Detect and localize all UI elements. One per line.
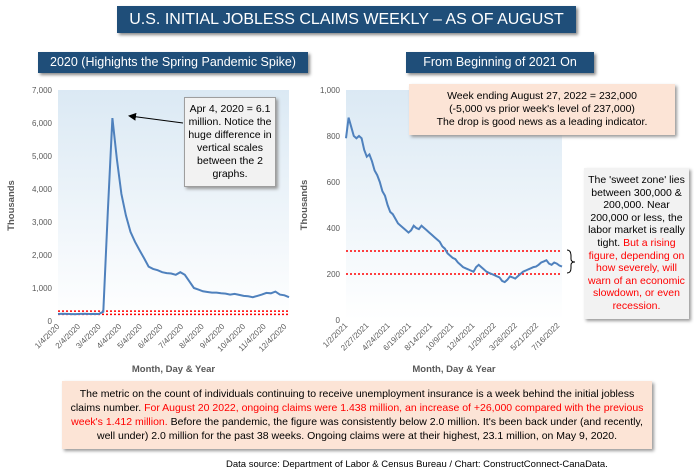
left-chart-y-tick-label: 4,000 [32, 185, 53, 194]
left-chart-claims-series-line [57, 117, 290, 316]
latest-week-annotation: Week ending August 27, 2022 = 232,000 (-… [409, 84, 675, 135]
right-chart-y-tick-label: 1,000 [320, 86, 341, 95]
latest-week-line-3: The drop is good news as a leading indic… [436, 116, 648, 128]
sweet-zone-brace [566, 249, 576, 274]
right-chart-y-tick-label: 600 [327, 178, 341, 187]
right-chart-y-tick-label: 0 [336, 316, 341, 325]
left-chart-y-tick-label: 0 [48, 317, 53, 326]
right-chart-y-tick-label: 400 [327, 224, 341, 233]
left-chart-y-tick-label: 2,000 [32, 251, 53, 260]
sweet-zone-text: The 'sweet zone' lies between 300,000 & … [588, 174, 685, 249]
left-chart-y-tick-label: 3,000 [32, 218, 53, 227]
latest-week-line-1: Week ending August 27, 2022 = 232,000 [447, 90, 637, 102]
sweet-zone-annotation: The 'sweet zone' lies between 300,000 & … [584, 168, 689, 319]
left-chart-y-tick-label: 7,000 [32, 86, 53, 95]
left-chart-x-axis-title: Month, Day & Year [132, 364, 216, 375]
annotation-arrow [128, 112, 184, 124]
latest-week-line-2: (-5,000 vs prior week's level of 237,000… [449, 103, 635, 115]
data-source-credit: Data source: Department of Labor & Censu… [226, 459, 608, 470]
right-chart-y-tick-label: 200 [327, 270, 341, 279]
right-chart-y-tick-label: 800 [327, 132, 341, 141]
main-title-banner: U.S. INITIAL JOBLESS CLAIMS WEEKLY – AS … [117, 6, 576, 55]
right-chart-x-axis-title: Month, Day & Year [412, 364, 496, 375]
right-chart-heading: From Beginning of 2021 On [406, 52, 594, 73]
continuing-claims-note: The metric on the count of individuals c… [62, 381, 652, 449]
left-chart-y-tick-label: 1,000 [32, 284, 53, 293]
left-chart-y-tick-label: 6,000 [32, 119, 53, 128]
left-chart-heading: 2020 (Highights the Spring Pandemic Spik… [38, 52, 308, 73]
right-chart-y-axis-title: Thousands [299, 180, 310, 231]
left-chart-y-tick-label: 5,000 [32, 152, 53, 161]
continuing-claims-intro: The metric on the count of individuals c… [70, 388, 635, 414]
continuing-claims-context: Before the pandemic, the figure was cons… [96, 416, 643, 442]
spike-annotation: Apr 4, 2020 = 6.1 million. Notice the hu… [184, 97, 276, 187]
continuing-claims-latest: For August 20 2022, ongoing claims were … [71, 402, 644, 428]
right-chart-claims-series-line [345, 117, 563, 284]
left-chart-y-axis-title: Thousands [6, 180, 17, 231]
sweet-zone-warning-text: But a rising figure, depending on how se… [588, 236, 685, 312]
